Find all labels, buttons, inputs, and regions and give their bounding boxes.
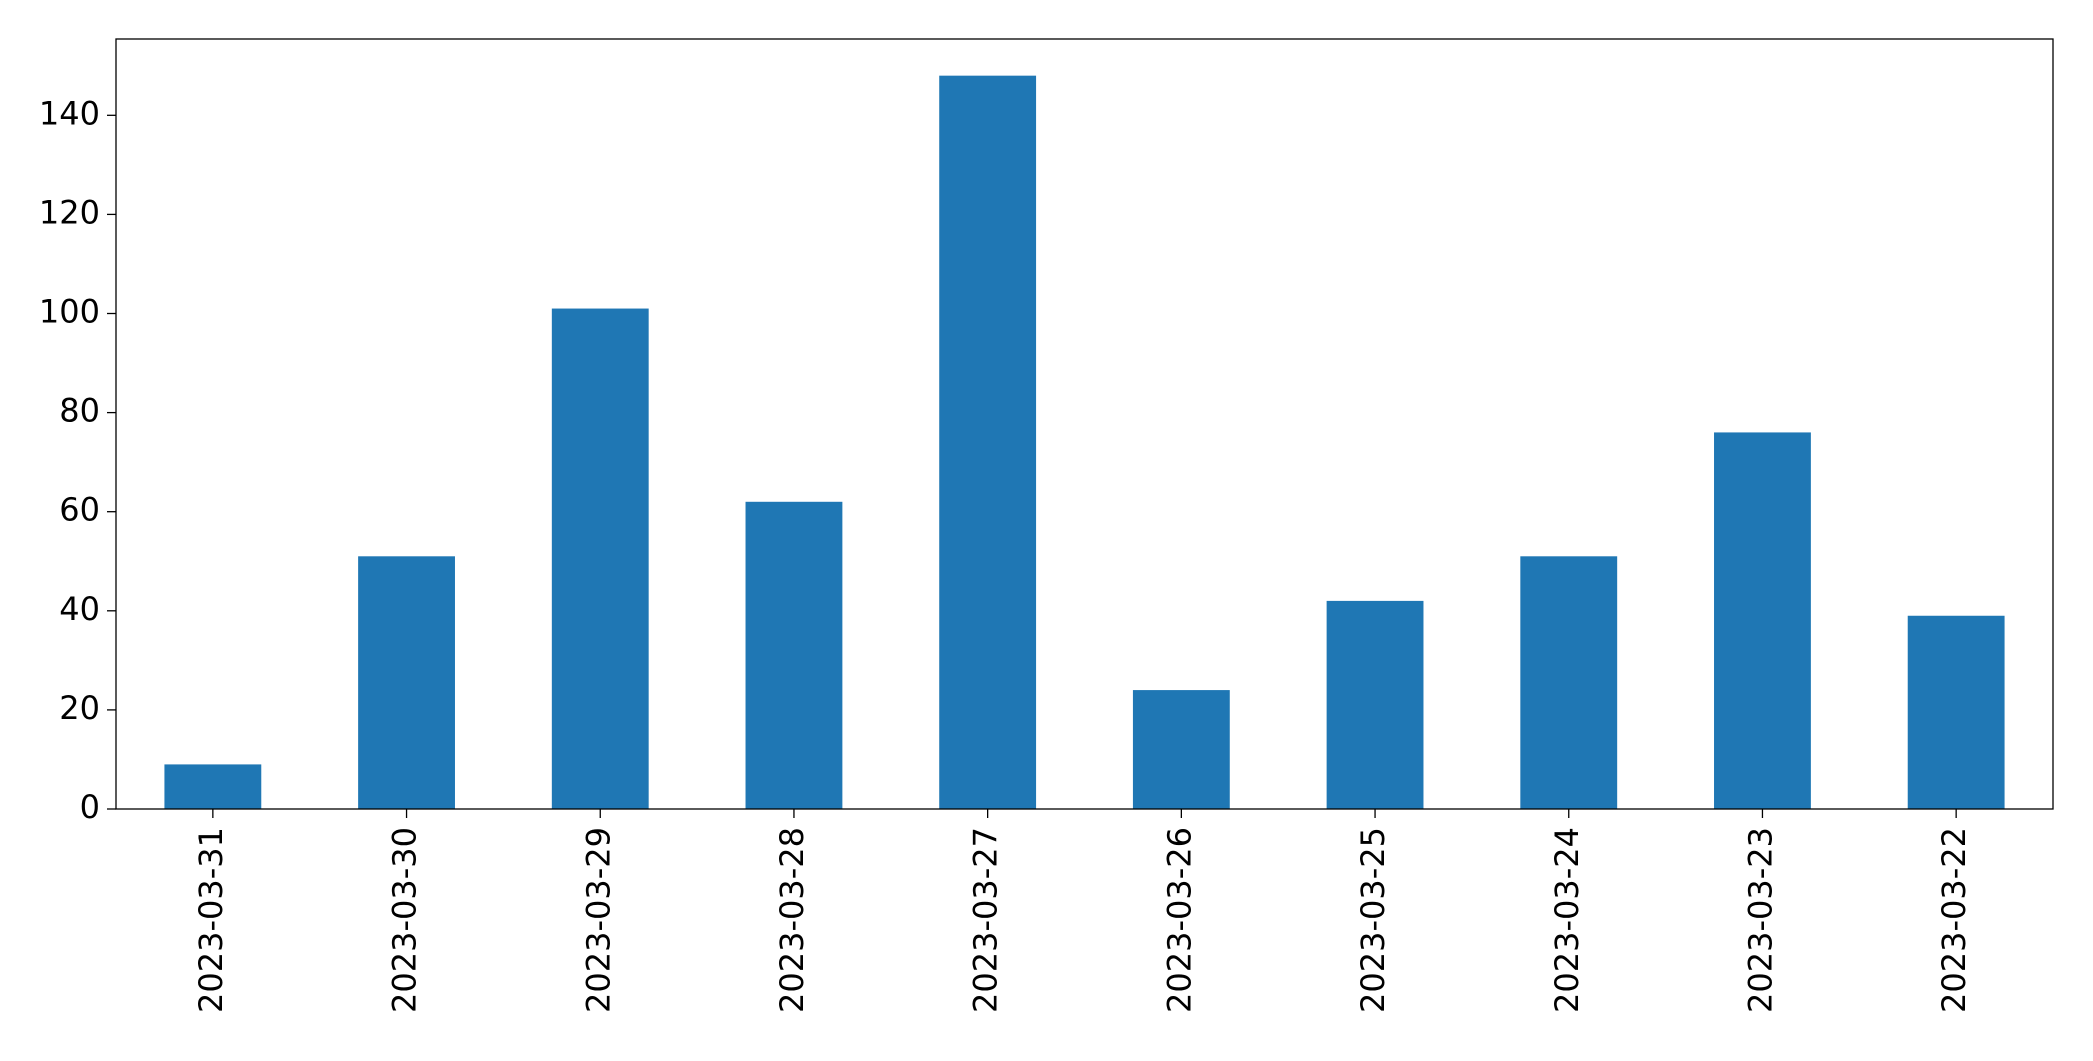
x-tick-label: 2023-03-27 [967,827,1005,1013]
bar [1326,600,1424,809]
bar [164,764,262,809]
x-tick-label: 2023-03-24 [1548,827,1586,1013]
y-tick-label: 40 [59,590,100,628]
y-tick-label: 60 [59,491,100,529]
y-tick-label: 120 [39,193,100,231]
x-tick-label: 2023-03-31 [192,827,230,1013]
bar [745,501,843,809]
y-tick-label: 100 [39,293,100,331]
x-tick-label: 2023-03-23 [1741,827,1779,1013]
x-tick-label: 2023-03-29 [579,827,617,1013]
bar [551,308,649,809]
bar [1520,556,1618,809]
y-tick-label: 20 [59,689,100,727]
x-tick-label: 2023-03-28 [773,827,811,1013]
bar [1907,615,2005,809]
x-tick-label: 2023-03-25 [1354,827,1392,1013]
x-tick-label: 2023-03-22 [1935,827,1973,1013]
x-tick-label: 2023-03-30 [386,827,424,1013]
bar [1714,432,1811,809]
y-tick-label: 80 [59,392,100,430]
x-tick-label: 2023-03-26 [1160,827,1198,1013]
bar [939,75,1037,809]
bar [1132,690,1230,809]
bar [358,556,455,809]
y-tick-label: 0 [80,788,100,826]
y-tick-label: 140 [39,94,100,132]
plot-frame [115,38,2054,810]
